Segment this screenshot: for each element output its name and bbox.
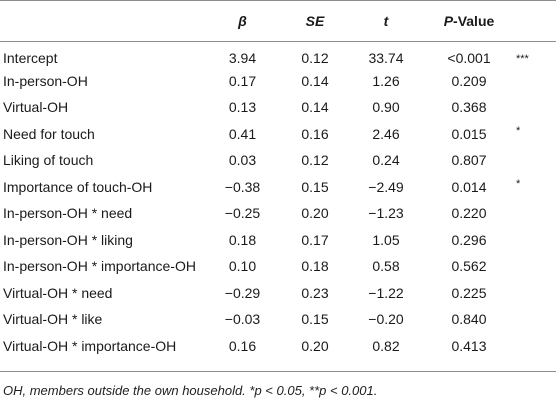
cell-beta: −0.29 [224,284,261,301]
cell-variable: Need for touch [3,125,95,142]
cell-p-value: <0.001 [447,50,491,67]
cell-p-value: 0.413 [451,337,487,354]
cell-variable: In-person-OH [3,72,88,89]
table-row: Virtual-OH * need −0.29 0.23 −1.22 0.225 [0,280,556,307]
cell-p-value: 0.807 [451,152,487,169]
cell-beta: 3.94 [228,50,257,67]
cell-t: 0.58 [372,258,400,275]
cell-beta: 0.18 [228,231,257,248]
table-row: Liking of touch 0.03 0.12 0.24 0.807 [0,147,556,174]
table-row: In-person-OH 0.17 0.14 1.26 0.209 [0,68,556,95]
cell-significance [516,147,556,174]
cell-variable: Virtual-OH * like [3,311,103,328]
cell-significance: *** [516,53,529,65]
cell-t: 1.05 [372,231,400,248]
cell-se: 0.16 [301,125,329,142]
table-row: Virtual-OH * importance-OH 0.16 0.20 0.82 0.… [0,333,556,360]
cell-variable: Virtual-OH * need [3,284,113,301]
cell-variable: Virtual-OH * importance-OH [3,337,177,354]
cell-variable: In-person-OH * liking [3,231,133,248]
cell-significance [516,306,556,333]
cell-p-value: 0.368 [451,99,487,116]
table-row: Importance of touch-OH −0.38 0.15 −2.49 0.01… [0,174,556,201]
cell-t: 33.74 [368,50,404,67]
cell-significance [516,333,556,360]
header-beta: β [238,12,247,29]
table-row: Need for touch 0.41 0.16 2.46 0.015 * [0,121,556,148]
bottom-rule [0,371,556,372]
cell-se: 0.15 [301,178,329,195]
cell-significance [516,280,556,307]
cell-beta: −0.25 [224,205,261,222]
cell-t: 0.82 [372,337,400,354]
cell-beta: 0.10 [228,258,257,275]
cell-variable: Importance of touch-OH [3,178,153,195]
cell-se: 0.15 [301,311,329,328]
cell-p-value: 0.562 [451,258,487,275]
header-t: t [383,12,389,29]
cell-se: 0.18 [301,258,329,275]
header-variable [0,0,205,41]
header-p-letter: P [443,12,454,29]
cell-t: −1.23 [368,205,404,222]
cell-significance [516,94,556,121]
top-rule [0,0,556,1]
cell-variable: Virtual-OH [3,99,69,116]
cell-significance [516,227,556,254]
cell-variable: Intercept [3,50,58,67]
cell-se: 0.17 [301,231,329,248]
cell-se: 0.20 [301,337,329,354]
header-rule [0,41,556,42]
cell-se: 0.14 [301,99,329,116]
cell-t: 1.26 [372,72,400,89]
regression-table: β SE t P-Value Intercept 3.94 0.12 33.74 <0.… [0,0,556,360]
cell-beta: 0.16 [228,337,257,354]
cell-p-value: 0.209 [451,72,487,89]
header-significance [516,0,556,41]
cell-t: −1.22 [368,284,404,301]
cell-significance: * [516,124,521,137]
cell-t: −0.20 [368,311,404,328]
cell-significance [516,68,556,95]
cell-t: 0.90 [372,99,400,116]
cell-beta: 0.03 [228,152,257,169]
cell-p-value: 0.225 [451,284,487,301]
cell-se: 0.12 [301,50,329,67]
cell-se: 0.23 [301,284,329,301]
table-row: Virtual-OH * like −0.03 0.15 −0.20 0.840 [0,306,556,333]
cell-t: 0.24 [372,152,400,169]
cell-se: 0.20 [301,205,329,222]
cell-se: 0.14 [301,72,329,89]
table-row: In-person-OH * liking 0.18 0.17 1.05 0.296 [0,227,556,254]
table-row: In-person-OH * importance-OH 0.10 0.18 0.58… [0,253,556,280]
table-row: Virtual-OH 0.13 0.14 0.90 0.368 [0,94,556,121]
cell-t: 2.46 [372,125,400,142]
cell-t: −2.49 [368,178,404,195]
header-p-value: P-Value [422,0,516,41]
cell-significance [516,200,556,227]
cell-beta: 0.17 [228,72,257,89]
cell-variable: Liking of touch [3,152,94,169]
cell-p-value: 0.015 [451,125,487,142]
cell-se: 0.12 [301,152,329,169]
table-footnote: OH, members outside the own household. *… [3,383,378,398]
cell-variable: In-person-OH * need [3,205,133,222]
table-row: In-person-OH * need −0.25 0.20 −1.23 0.220 [0,200,556,227]
table-row: Intercept 3.94 0.12 33.74 <0.001 *** [0,41,556,68]
cell-significance: * [516,177,521,190]
cell-significance [516,253,556,280]
cell-p-value: 0.296 [451,231,487,248]
cell-p-value: 0.014 [451,178,487,195]
cell-beta: 0.13 [228,99,257,116]
cell-p-value: 0.840 [451,311,487,328]
header-row: β SE t P-Value [0,0,556,41]
cell-p-value: 0.220 [451,205,487,222]
cell-beta: −0.03 [224,311,261,328]
cell-beta: −0.38 [224,178,261,195]
cell-beta: 0.41 [228,125,257,142]
cell-variable: In-person-OH * importance-OH [3,258,196,275]
header-se: SE [305,12,325,29]
header-p-suffix: -Value [453,12,495,29]
